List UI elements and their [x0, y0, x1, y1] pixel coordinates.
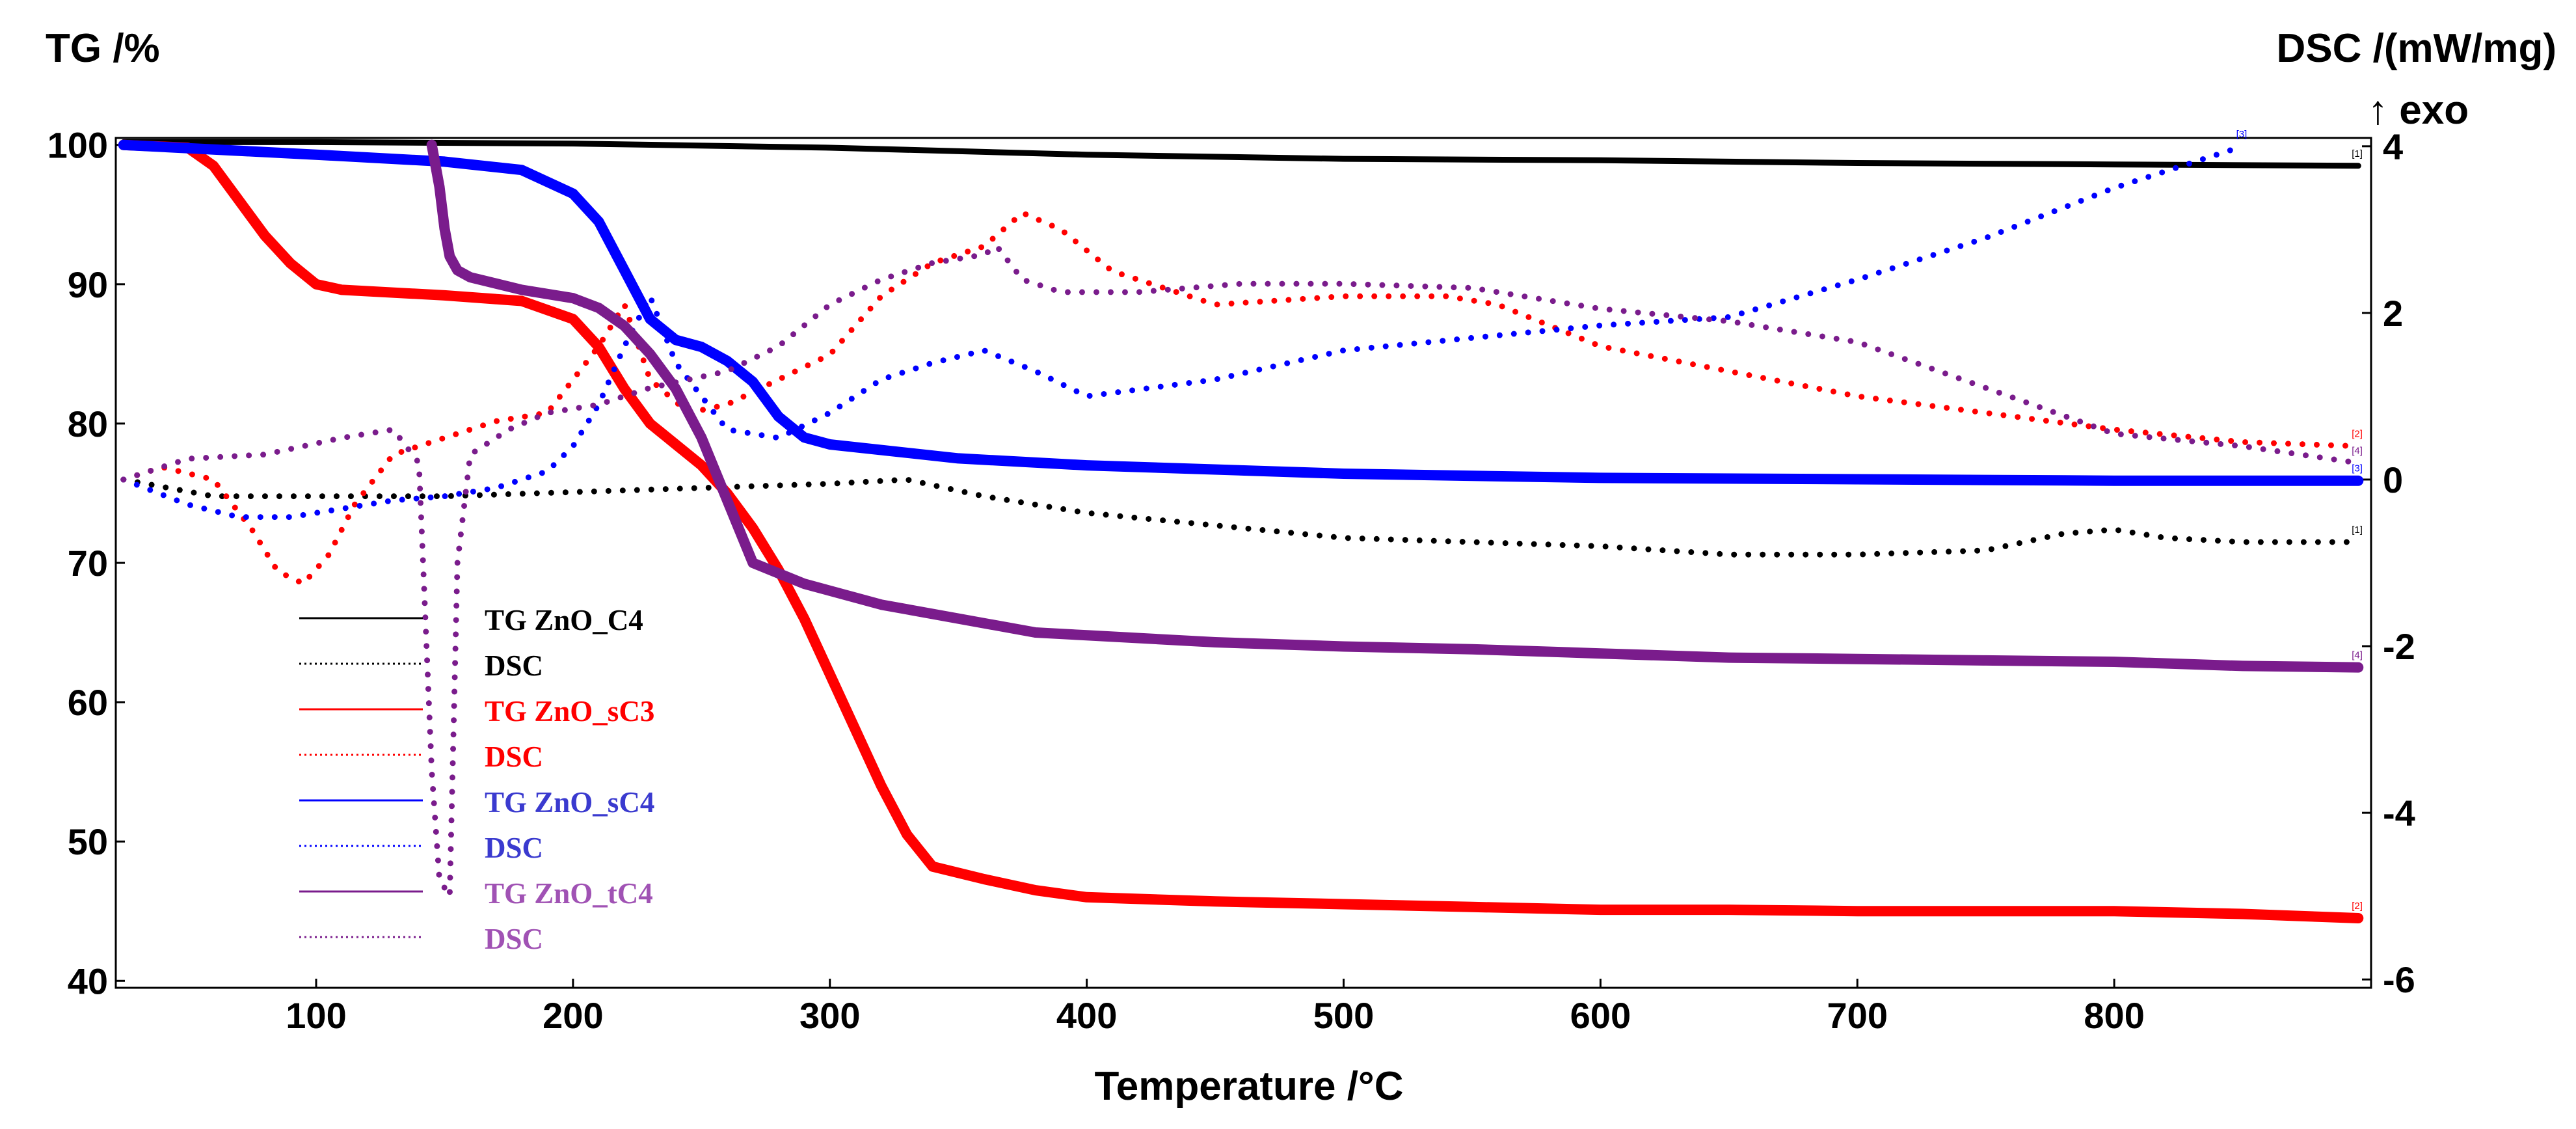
legend-label: TG ZnO_sC3: [485, 695, 654, 728]
curve-tag: [2]: [2352, 901, 2363, 912]
curve-tag: [1]: [2352, 148, 2363, 159]
legend-label: DSC: [485, 741, 543, 773]
right-tick-label: -6: [2383, 959, 2415, 1000]
x-axis-title: Temperature /°C: [1095, 1064, 1404, 1109]
right-axis-title: DSC /(mW/mg): [2276, 26, 2556, 71]
right-tick-label: -2: [2383, 626, 2415, 667]
x-tick-label: 300: [799, 995, 860, 1036]
legend-label: DSC: [485, 923, 543, 955]
series-line-tg-zno-tc4-tc4: [426, 139, 2364, 673]
legend-label: TG ZnO_C4: [485, 604, 643, 636]
x-tick-label: 700: [1827, 995, 1888, 1036]
legend-label: TG ZnO_sC4: [485, 786, 654, 819]
x-tick-label: 800: [2084, 995, 2144, 1036]
x-tick-label: 400: [1056, 995, 1117, 1036]
exo-direction-note: ↑ exo: [2368, 88, 2469, 133]
right-tick-label: 4: [2383, 126, 2403, 167]
curve-tag: [1]: [2352, 524, 2363, 536]
left-tick-label: 80: [68, 403, 108, 444]
right-tick-label: 0: [2383, 459, 2403, 500]
left-tick-label: 70: [68, 543, 108, 584]
plot-area: 100 200 300 400 500 600 700 800405060708090100-…: [47, 125, 2415, 1036]
series-line-dsc-sc4: [120, 143, 2246, 521]
series-line-dsc-c4: [120, 476, 2361, 558]
left-tick-label: 60: [68, 682, 108, 723]
series-line-tg-zno-c4-c4: [120, 139, 2361, 169]
legend-label: DSC: [485, 832, 543, 864]
series-line-dsc-sc3: [120, 210, 2361, 587]
left-tick-label: 90: [68, 264, 108, 305]
series-line-tg-zno-sc4-sc4: [118, 139, 2364, 486]
right-tick-label: -4: [2383, 793, 2415, 834]
curve-tag: [3]: [2352, 463, 2363, 474]
x-tick-label: 100: [286, 995, 346, 1036]
curve-tag: [4]: [2352, 445, 2363, 456]
series-line-tg-zno-sc3-sc3: [118, 139, 2364, 923]
curve-tag: [2]: [2352, 429, 2363, 440]
legend-label: TG ZnO_tC4: [485, 877, 653, 910]
left-tick-label: 40: [68, 960, 108, 1001]
legend-label: DSC: [485, 649, 543, 682]
right-tick-label: 2: [2383, 293, 2403, 334]
x-tick-label: 200: [543, 995, 603, 1036]
x-tick-label: 500: [1313, 995, 1374, 1036]
curve-tag: [3]: [2236, 129, 2247, 140]
curve-tag: [4]: [2352, 650, 2363, 661]
left-tick-label: 50: [68, 821, 108, 862]
x-tick-label: 600: [1570, 995, 1631, 1036]
left-tick-label: 100: [47, 125, 108, 166]
left-axis-title: TG /%: [46, 26, 160, 71]
